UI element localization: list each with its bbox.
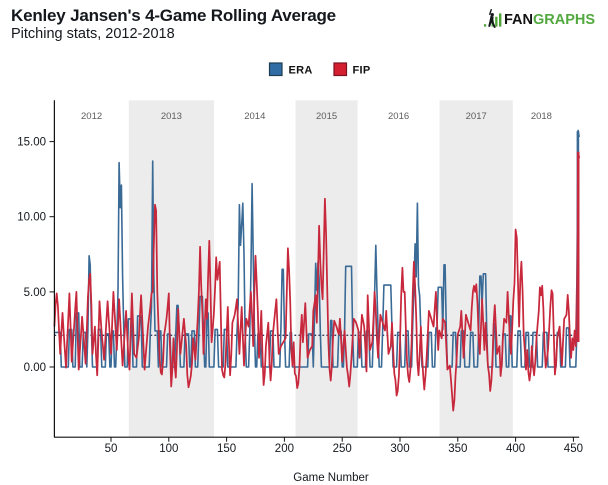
svg-text:400: 400 <box>506 443 525 455</box>
svg-text:5.00: 5.00 <box>24 287 46 299</box>
svg-text:2018: 2018 <box>531 111 552 122</box>
svg-text:300: 300 <box>390 443 409 455</box>
svg-text:200: 200 <box>275 443 294 455</box>
svg-text:350: 350 <box>448 443 467 455</box>
svg-text:Game Number: Game Number <box>293 472 369 484</box>
svg-text:2016: 2016 <box>388 111 409 122</box>
svg-text:2015: 2015 <box>316 111 337 122</box>
svg-text:250: 250 <box>333 443 352 455</box>
svg-text:150: 150 <box>217 443 236 455</box>
svg-text:100: 100 <box>159 443 178 455</box>
svg-text:ERA: ERA <box>289 65 313 77</box>
svg-text:15.00: 15.00 <box>17 137 46 149</box>
svg-text:2013: 2013 <box>161 111 182 122</box>
svg-text:2014: 2014 <box>244 111 265 122</box>
svg-text:2012: 2012 <box>81 111 102 122</box>
svg-text:50: 50 <box>105 443 118 455</box>
svg-text:450: 450 <box>564 443 583 455</box>
svg-text:2017: 2017 <box>466 111 487 122</box>
svg-text:0.00: 0.00 <box>24 362 46 374</box>
svg-text:10.00: 10.00 <box>17 212 46 224</box>
svg-text:FIP: FIP <box>353 65 371 77</box>
